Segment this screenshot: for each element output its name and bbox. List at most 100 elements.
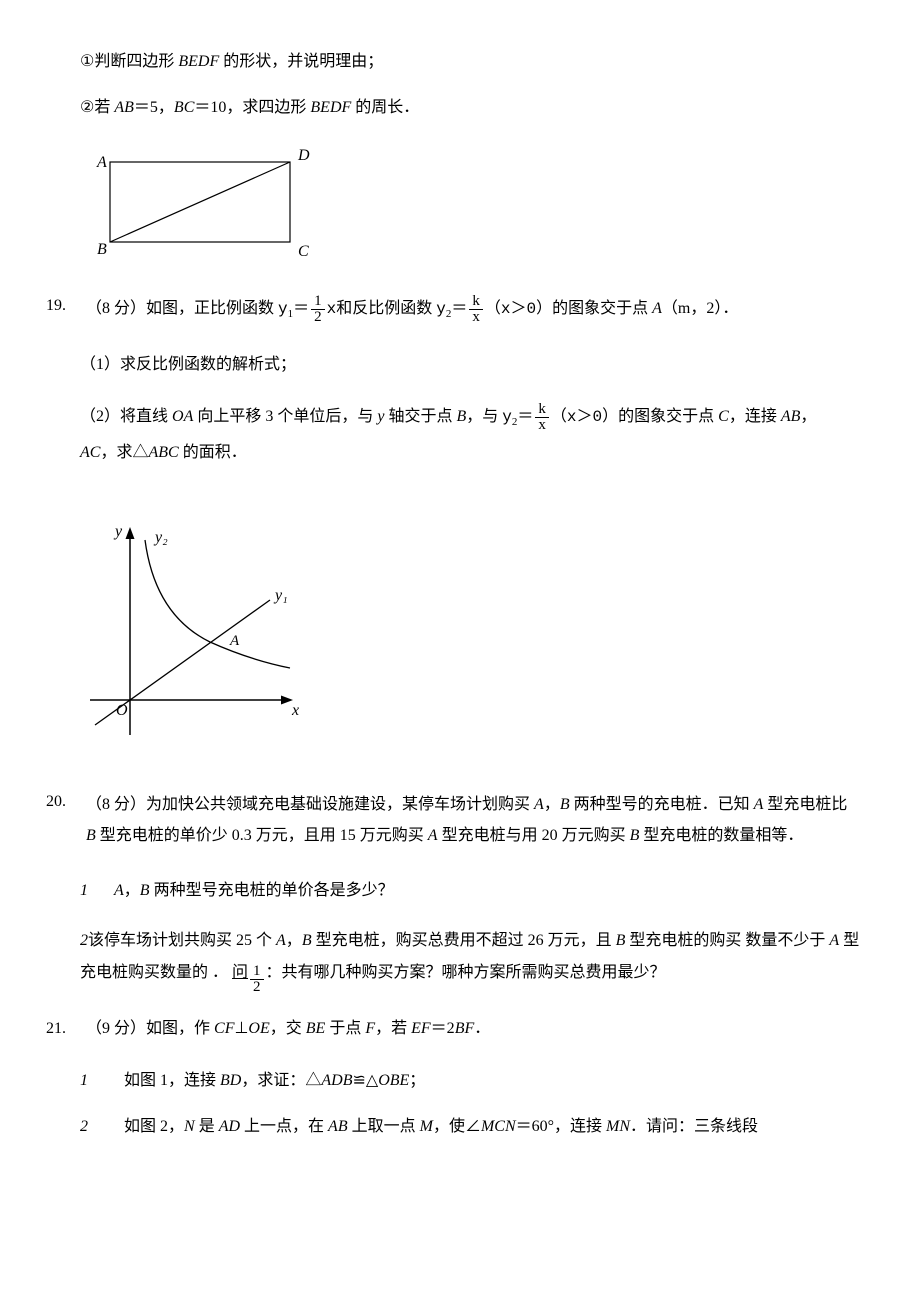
var: B	[456, 408, 466, 425]
q21-p1: 1 如图 1，连接 BD，求证：△ADB≌△OBE；	[40, 1069, 860, 1093]
var: A	[114, 882, 124, 899]
q20-body: （8 分）为加快公共领域充电基础设施建设，某停车场计划购买 A，B 两种型号的充…	[86, 790, 860, 851]
q19-num: 19.	[40, 294, 86, 318]
text: 型充电桩的单价少 0.3 万元，且用 15 万元购买	[96, 827, 428, 844]
text: （m，2）．	[662, 300, 738, 317]
text: 于点	[325, 1020, 365, 1037]
label-a: A	[96, 154, 107, 171]
var: C	[718, 408, 729, 425]
text: 是	[195, 1118, 219, 1135]
var: A	[652, 300, 662, 317]
var-bedf: BEDF	[178, 53, 219, 70]
text: ．	[474, 1020, 490, 1037]
text: 如图 1，连接	[124, 1072, 220, 1089]
text: ，	[286, 932, 302, 949]
var: ADB	[321, 1072, 352, 1089]
q19: 19. （8 分）如图，正比例函数 y1＝12x和反比例函数 y2＝kx（x＞0…	[40, 294, 860, 325]
cong: ≌△	[352, 1072, 378, 1089]
text: （1）求反比例函数的解析式；	[80, 356, 296, 373]
eq: ＝	[517, 408, 533, 425]
text: ＝2	[431, 1020, 455, 1037]
text: ＝60°，连接	[516, 1118, 606, 1135]
text: 两种型号的充电桩．已知	[570, 796, 754, 813]
var: AB	[328, 1118, 348, 1135]
text: ，连接	[729, 408, 781, 425]
q21: 21. （9 分）如图，作 CF⊥OE，交 BE 于点 F，若 EF＝2BF．	[40, 1017, 860, 1041]
points: （8 分）	[86, 796, 146, 813]
var: ABC	[148, 444, 178, 461]
text: 判断四边形	[94, 53, 174, 70]
var: B	[86, 827, 96, 844]
var: A	[276, 932, 286, 949]
text: 向上平移 3 个单位后，与	[193, 408, 377, 425]
text: 的面积．	[179, 444, 247, 461]
label-c: C	[298, 243, 309, 260]
var: EF	[411, 1020, 431, 1037]
var: AD	[219, 1118, 240, 1135]
q20-p2: 2该停车场计划共购买 25 个 A，B 型充电桩，购买总费用不超过 26 万元，…	[40, 925, 860, 995]
cond: （x＞0）	[551, 408, 618, 426]
var: CF	[214, 1020, 234, 1037]
label-y: y	[113, 523, 123, 540]
text: ，使∠	[433, 1118, 481, 1135]
var: BEDF	[310, 99, 351, 116]
text: 的形状，并说明理由；	[223, 53, 383, 70]
underline-wen: 问	[232, 964, 248, 981]
q18-figure: A D B C	[40, 142, 860, 272]
text: ，	[544, 796, 560, 813]
var: BD	[220, 1072, 241, 1089]
perp: ⊥	[234, 1020, 248, 1037]
cond: （x＞0）	[485, 300, 552, 318]
y2-expr2: y2	[502, 408, 517, 426]
var: BC	[174, 99, 194, 116]
text: 型充电桩与用 20 万元购买	[438, 827, 630, 844]
text: 型充电桩比	[763, 796, 847, 813]
text: ．请问：三条线段	[630, 1118, 758, 1135]
frac-kx2: kx	[535, 402, 549, 433]
text: ，	[800, 408, 816, 425]
var: N	[184, 1118, 195, 1135]
var: B	[560, 796, 570, 813]
q21-p2: 2 如图 2，N 是 AD 上一点，在 AB 上取一点 M，使∠MCN＝60°，…	[40, 1115, 860, 1139]
text: ，求证：△	[241, 1072, 321, 1089]
num: 1	[80, 879, 110, 903]
text: 该停车场计划共购买 25 个	[88, 932, 276, 949]
q18-part2: ②若 AB＝5，BC＝10，求四边形 BEDF 的周长．	[40, 96, 860, 120]
var: B	[630, 827, 640, 844]
y1-expr: y1	[278, 300, 293, 318]
var: BF	[455, 1020, 475, 1037]
var: MN	[606, 1118, 630, 1135]
rect-diagram: A D B C	[80, 142, 310, 272]
q19-body: （8 分）如图，正比例函数 y1＝12x和反比例函数 y2＝kx（x＞0）的图象…	[86, 294, 860, 325]
label-o: O	[116, 702, 128, 719]
text: 轴交于点	[384, 408, 456, 425]
var: AB	[781, 408, 801, 425]
text: 的周长．	[351, 99, 419, 116]
var: AB	[114, 99, 134, 116]
text: ：共有哪几种购买方案？哪种方案所需购买总费用最少？	[266, 964, 666, 981]
text: 上一点，在	[240, 1118, 328, 1135]
num: 1	[80, 1069, 120, 1093]
label-d: D	[297, 147, 310, 164]
points: （9 分）	[86, 1020, 146, 1037]
q21-body: （9 分）如图，作 CF⊥OE，交 BE 于点 F，若 EF＝2BF．	[86, 1017, 860, 1041]
label-y2: y₂	[153, 529, 168, 546]
text: 的图象交于点	[618, 408, 718, 425]
var: MCN	[481, 1118, 516, 1135]
text: 为加快公共领域充电基础设施建设，某停车场计划购买	[146, 796, 534, 813]
var: B	[616, 932, 626, 949]
text: ，与	[466, 408, 502, 425]
circled-1: ①	[80, 53, 94, 70]
q20-p1: 1 A，B 两种型号充电桩的单价各是多少？	[40, 879, 860, 903]
text: ＝10，求四边形	[194, 99, 310, 116]
var: B	[302, 932, 312, 949]
var: A	[829, 932, 839, 949]
eq: ＝	[451, 300, 467, 317]
text: 如图，正比例函数	[146, 300, 274, 317]
q19-p1: （1）求反比例函数的解析式；	[40, 353, 860, 377]
var: A	[534, 796, 544, 813]
text: 型充电桩的数量相等．	[639, 827, 803, 844]
q20-num: 20.	[40, 790, 86, 814]
var: AC	[80, 444, 100, 461]
text: ，交	[270, 1020, 306, 1037]
